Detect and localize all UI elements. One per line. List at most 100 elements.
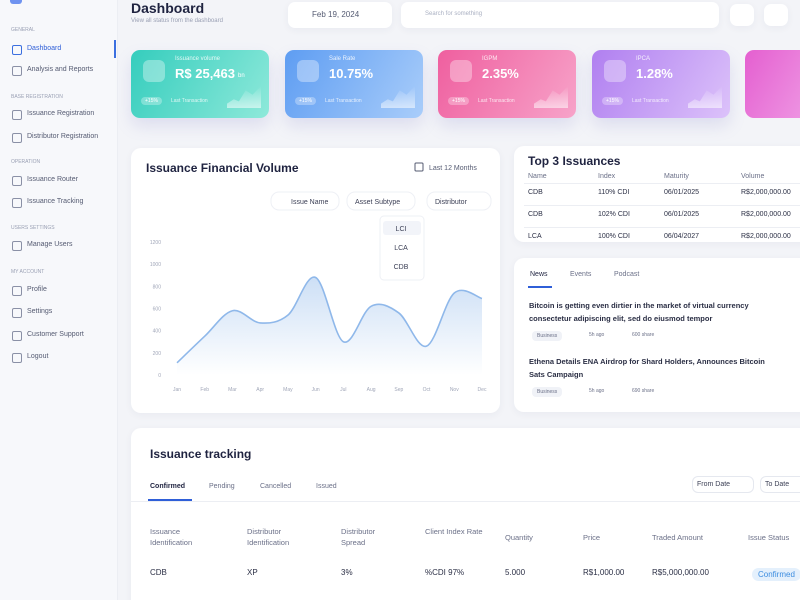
table-header: Name bbox=[528, 173, 547, 180]
tab-underline bbox=[528, 286, 552, 288]
table-header: Traded Amount bbox=[652, 533, 704, 542]
active-indicator bbox=[114, 40, 116, 58]
sidebar-icon bbox=[12, 110, 22, 120]
tracking-tab[interactable]: Cancelled bbox=[260, 483, 292, 490]
chart-title: Issuance Financial Volume bbox=[146, 161, 299, 175]
table-header: Quantity bbox=[505, 533, 533, 542]
sidebar-item[interactable]: Issuance Registration bbox=[27, 110, 95, 117]
table-cell: 06/04/2027 bbox=[664, 233, 700, 240]
date-text: Feb 19, 2024 bbox=[312, 10, 360, 19]
dropdown-option[interactable]: LCA bbox=[394, 245, 408, 252]
row-divider bbox=[524, 205, 800, 206]
sidebar-item[interactable]: Profile bbox=[27, 286, 47, 293]
x-tick-label: Jun bbox=[312, 387, 320, 393]
table-cell: R$2,000,000.00 bbox=[741, 233, 791, 240]
tracking-tab[interactable]: Issued bbox=[316, 483, 337, 490]
news-headline[interactable]: Ethena Details ENA Airdrop for Shard Hol… bbox=[529, 357, 765, 379]
kpi-note: Last Transaction bbox=[478, 98, 515, 104]
kpi-icon bbox=[297, 60, 319, 82]
settings-button[interactable] bbox=[730, 4, 754, 26]
sidebar-icon bbox=[12, 45, 22, 55]
filter-button[interactable] bbox=[426, 191, 492, 211]
table-header: Distributor Spread bbox=[341, 527, 376, 547]
sidebar-item[interactable]: Manage Users bbox=[27, 241, 73, 248]
news-shares: 690 share bbox=[632, 388, 655, 394]
table-cell: 100% CDI bbox=[598, 233, 630, 240]
news-tag: Business bbox=[532, 387, 563, 397]
sidebar-icon bbox=[12, 66, 22, 76]
table-cell: R$5,000,000.00 bbox=[652, 568, 709, 577]
sidebar-item[interactable]: Logout bbox=[27, 353, 49, 360]
sidebar-item[interactable]: Customer Support bbox=[27, 331, 84, 338]
table-cell: 5.000 bbox=[505, 568, 526, 577]
filter-label: Issue Name bbox=[291, 199, 328, 206]
y-tick-label: 800 bbox=[153, 284, 162, 290]
y-tick-label: 400 bbox=[153, 329, 162, 335]
line-area bbox=[177, 277, 482, 375]
table-cell: CDB bbox=[150, 568, 167, 577]
x-tick-label: Sep bbox=[394, 387, 403, 393]
notification-button[interactable] bbox=[764, 4, 788, 26]
table-header: Volume bbox=[741, 173, 765, 180]
news-tab[interactable]: Podcast bbox=[614, 271, 640, 278]
table-cell: 06/01/2025 bbox=[664, 189, 700, 196]
dropdown-option[interactable]: LCI bbox=[396, 226, 407, 233]
filter-button[interactable] bbox=[346, 191, 416, 211]
table-cell: %CDI 97% bbox=[425, 568, 465, 577]
search-placeholder: Search for something bbox=[425, 11, 483, 17]
chart-period: Last 12 Months bbox=[429, 165, 477, 172]
section-title: Issuance tracking bbox=[150, 447, 252, 461]
sidebar-item[interactable]: Dashboard bbox=[27, 45, 62, 52]
sidebar-item[interactable]: Issuance Tracking bbox=[27, 198, 84, 205]
kpi-value: 1.28% bbox=[636, 66, 673, 81]
chart-card: Issuance Financial Volume Last 12 Months I… bbox=[131, 148, 500, 413]
dropdown-option[interactable]: CDB bbox=[394, 264, 409, 271]
filter-label: Asset Subtype bbox=[355, 199, 400, 206]
kpi-value: 2.35% bbox=[482, 66, 519, 81]
table-cell: R$1,000.00 bbox=[583, 568, 625, 577]
kpi-note: Last Transaction bbox=[171, 98, 208, 104]
x-tick-label: Apr bbox=[256, 387, 264, 393]
sidebar-section-title: OPERATION bbox=[11, 159, 41, 165]
news-tab[interactable]: Events bbox=[570, 271, 592, 278]
sidebar-section-title: MY ACCOUNT bbox=[11, 269, 45, 275]
x-tick-label: Nov bbox=[450, 387, 459, 393]
sidebar-icon bbox=[12, 331, 22, 341]
sidebar-item[interactable]: Issuance Router bbox=[27, 176, 78, 183]
news-time: 5h ago bbox=[589, 388, 605, 394]
header-subtitle: View all status from the dashboard bbox=[131, 18, 223, 24]
date-filter[interactable]: From Date bbox=[692, 476, 754, 493]
table-cell: CDB bbox=[528, 189, 543, 196]
tracking-tab[interactable]: Pending bbox=[209, 483, 235, 490]
x-tick-label: May bbox=[283, 387, 293, 393]
x-tick-label: Oct bbox=[423, 387, 431, 393]
sidebar-item[interactable]: Settings bbox=[27, 308, 53, 315]
table-header: Client Index Rate bbox=[425, 527, 483, 536]
sidebar-item[interactable]: Distributor Registration bbox=[27, 133, 99, 140]
news-tab[interactable]: News bbox=[530, 271, 548, 278]
kpi-value: 10.75% bbox=[329, 66, 374, 81]
table-cell: 110% CDI bbox=[598, 189, 630, 196]
news-headline[interactable]: Bitcoin is getting even dirtier in the m… bbox=[529, 301, 749, 323]
kpi-badge: +15% bbox=[141, 97, 162, 105]
search-box[interactable]: Search for something bbox=[401, 2, 719, 28]
table-cell: R$2,000,000.00 bbox=[741, 189, 791, 196]
kpi-note: Last Transaction bbox=[632, 98, 669, 104]
date-filter[interactable]: To Date bbox=[760, 476, 800, 493]
kpi-icon bbox=[450, 60, 472, 82]
date-picker[interactable]: Feb 19, 2024 bbox=[288, 2, 392, 28]
table-cell: 06/01/2025 bbox=[664, 211, 700, 218]
table-cell: LCA bbox=[528, 233, 542, 240]
table-cell: XP bbox=[247, 568, 258, 577]
table-cell: CDB bbox=[528, 211, 543, 218]
kpi-badge: +15% bbox=[602, 97, 623, 105]
header-title: Dashboard bbox=[131, 0, 205, 16]
sidebar-item[interactable]: Analysis and Reports bbox=[27, 66, 94, 73]
kpi-unit: bn bbox=[238, 73, 245, 79]
kpi-label: Sale Rate bbox=[329, 56, 356, 62]
filter-button[interactable] bbox=[270, 191, 340, 211]
table-header: Price bbox=[583, 533, 601, 542]
sidebar-icon bbox=[12, 353, 22, 363]
tracking-tab[interactable]: Confirmed bbox=[150, 483, 185, 490]
